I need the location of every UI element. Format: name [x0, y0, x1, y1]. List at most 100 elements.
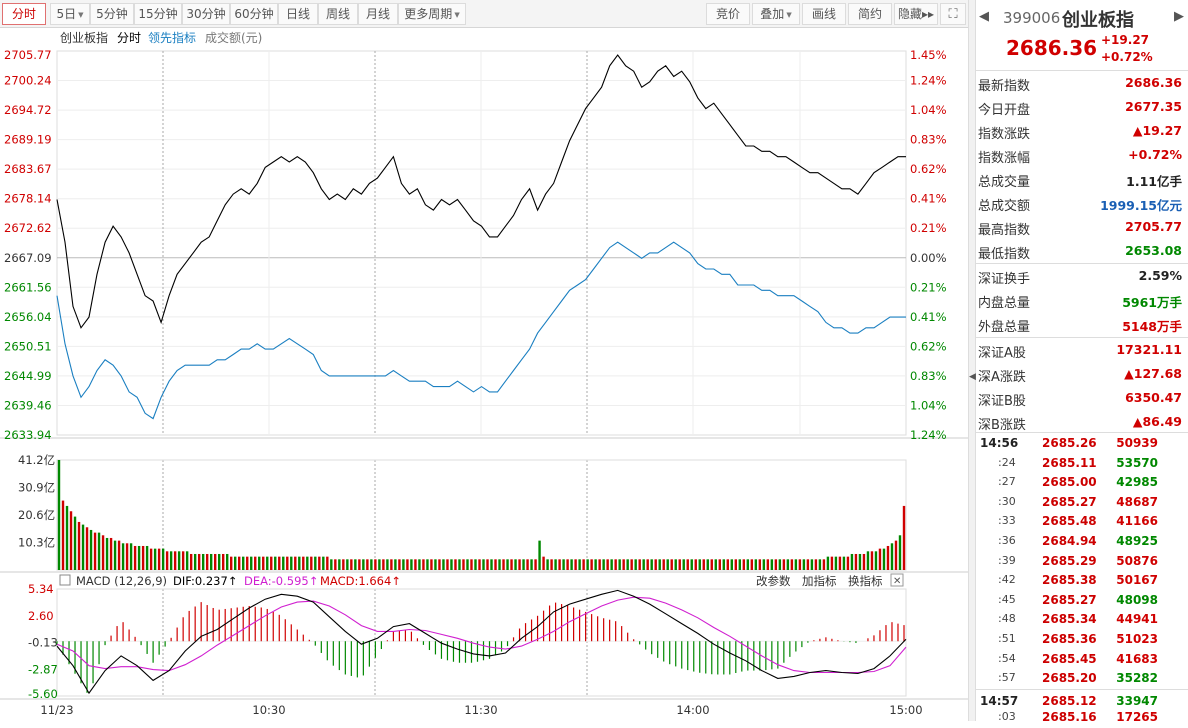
dropdown-caret-icon: ▼	[454, 11, 460, 19]
stat-value: 2705.77	[1125, 219, 1182, 234]
stat-value: 5961万手	[1122, 295, 1182, 310]
volume-bar	[646, 559, 649, 570]
volume-bar	[690, 559, 693, 570]
pct-axis-label: 0.00%	[910, 251, 947, 265]
volume-bar	[598, 559, 601, 570]
tick-volume: 44941	[1116, 612, 1158, 627]
volume-bar	[742, 559, 746, 570]
tick-time: :27	[998, 475, 1016, 489]
price-axis-label: 2661.56	[4, 280, 52, 294]
tick-volume: 53570	[1116, 455, 1158, 470]
volume-bar	[582, 559, 585, 570]
macd-close-icon[interactable]	[890, 573, 904, 587]
macd-swap-indicator-button[interactable]: 换指标	[848, 574, 883, 588]
stat-sz-a: 深证A股 17321.11	[976, 339, 1188, 363]
volume-bar	[514, 559, 517, 570]
volume-bar	[422, 559, 425, 570]
volume-bar	[782, 559, 786, 570]
volume-bar	[638, 559, 641, 570]
volume-bar	[442, 559, 445, 570]
tick-time: 14:56	[980, 436, 1019, 450]
auction-button[interactable]: 竞价	[706, 3, 750, 25]
volume-bar	[334, 559, 337, 570]
tick-volume: 41683	[1116, 651, 1158, 666]
stat-label: 最低指数	[978, 247, 1031, 262]
price-change-pct: +0.72%	[1101, 50, 1153, 64]
pct-axis-label: 0.62%	[910, 162, 947, 176]
macd-settings-icon[interactable]	[59, 574, 71, 586]
period-tab-15min[interactable]: 15分钟	[134, 3, 182, 25]
overlay-dropdown[interactable]: 叠加 ▼	[752, 3, 800, 25]
volume-bar	[470, 559, 473, 570]
volume-bar	[622, 559, 625, 570]
volume-bar	[398, 559, 401, 570]
volume-bar	[478, 559, 481, 570]
volume-bar	[330, 559, 333, 570]
tick-row: :24 2685.11 53570	[976, 454, 1188, 474]
tick-price: 2685.16	[1042, 710, 1097, 725]
volume-bar	[298, 556, 301, 570]
pct-axis-label: 0.21%	[910, 280, 947, 294]
volume-bar	[161, 548, 165, 570]
volume-bar	[746, 559, 750, 570]
period-tab-daily[interactable]: 日线	[278, 3, 318, 25]
draw-line-button[interactable]: 画线	[802, 3, 846, 25]
volume-bar	[366, 559, 369, 570]
legend-volume-unit: 成交额(元)	[205, 30, 262, 45]
period-tab-30min[interactable]: 30分钟	[182, 3, 230, 25]
volume-bar	[350, 559, 353, 570]
period-tab-daily-label: 日线	[285, 7, 310, 21]
volume-bar	[802, 559, 806, 570]
legend-leading-indicator[interactable]: 领先指标	[148, 30, 196, 45]
tick-time: :51	[998, 632, 1016, 645]
tick-price: 2685.48	[1042, 514, 1097, 529]
more-periods-dropdown[interactable]: 更多周期 ▼	[398, 3, 466, 25]
period-tab-weekly[interactable]: 周线	[318, 3, 358, 25]
prev-stock-icon[interactable]: ◀	[979, 9, 989, 24]
volume-bar	[674, 559, 677, 570]
macd-axis-label: 2.60	[28, 609, 54, 623]
macd-close-glyph: ✕	[893, 576, 901, 587]
period-tab-monthly[interactable]: 月线	[358, 3, 398, 25]
stat-label: 最高指数	[978, 223, 1031, 238]
volume-bar	[378, 559, 381, 570]
volume-bar	[137, 545, 141, 570]
volume-bar	[213, 553, 217, 570]
macd-edit-params-button[interactable]: 改参数	[756, 574, 791, 588]
hide-button[interactable]: 隐藏▸▸	[894, 3, 938, 25]
tick-price: 2684.94	[1042, 534, 1097, 548]
collapse-arrow-icon: ◀	[969, 372, 976, 382]
volume-bar	[878, 548, 882, 570]
period-tab-5day[interactable]: 5日 ▼	[50, 3, 90, 25]
volume-bar	[610, 559, 613, 570]
tick-volume: 48687	[1116, 494, 1158, 509]
pct-axis-label: 0.41%	[910, 192, 947, 206]
stat-low: 最低指数 2653.08	[976, 240, 1188, 264]
volume-bar	[458, 559, 461, 570]
price-axis-label: 2633.94	[4, 428, 52, 442]
stat-change-pct: 指数涨幅 +0.72%	[976, 144, 1188, 168]
period-tab-60min[interactable]: 60分钟	[230, 3, 278, 25]
period-tab-5min[interactable]: 5分钟	[90, 3, 134, 25]
volume-bar	[362, 559, 365, 570]
volume-bar	[774, 559, 778, 570]
period-tab-timeshare[interactable]: 分时	[2, 3, 46, 25]
tick-row: :30 2685.27 48687	[976, 493, 1188, 513]
macd-add-indicator-button[interactable]: 加指标	[802, 574, 837, 588]
volume-bar	[446, 559, 449, 570]
volume-bar	[410, 559, 413, 570]
timeshare-chart[interactable]: 2705.77 2700.24 2694.72 2689.19 2683.67 2678.…	[0, 28, 968, 721]
fullscreen-icon[interactable]: ⛶	[940, 3, 966, 25]
volume-bar	[125, 543, 129, 570]
stat-label: 今日开盘	[978, 103, 1031, 118]
volume-bar	[602, 559, 605, 570]
tick-volume: 50167	[1116, 573, 1158, 588]
volume-bar	[550, 559, 553, 570]
volume-bar	[898, 535, 902, 570]
stock-code: 399006	[1003, 9, 1061, 27]
simple-mode-button[interactable]: 简约	[848, 3, 892, 25]
next-stock-icon[interactable]: ▶	[1174, 9, 1184, 24]
panel-collapse-handle[interactable]: ◀	[968, 0, 976, 721]
volume-bar	[882, 548, 886, 570]
stat-sz-b: 深证B股 6350.47	[976, 387, 1188, 411]
